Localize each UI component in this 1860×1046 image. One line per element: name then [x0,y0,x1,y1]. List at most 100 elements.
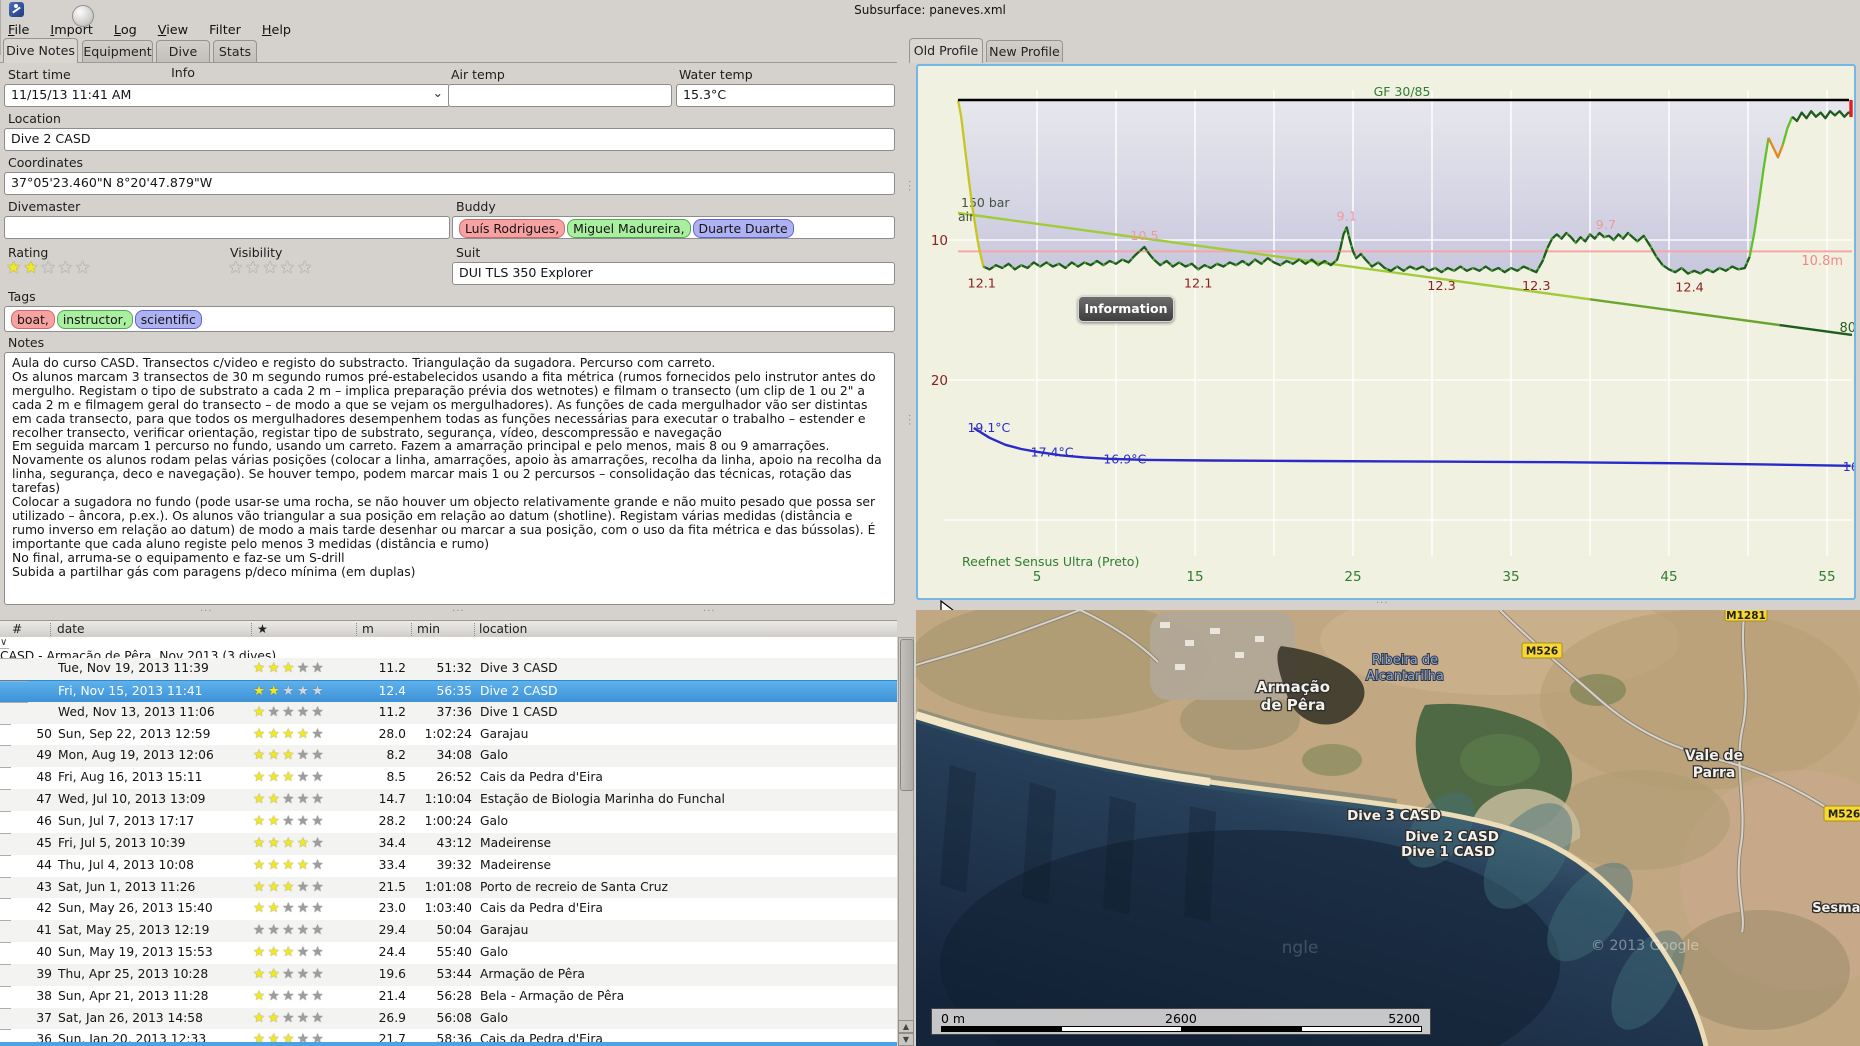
menu-import[interactable]: Import [50,23,93,38]
dive-rating-stars: ★★★★★ [253,725,327,742]
menu-help[interactable]: Help [261,23,292,38]
dive-rating-stars: ★★★★★ [253,965,327,982]
tab-stats[interactable]: Stats [213,40,257,62]
dive-depth: 26.9 [378,1010,406,1025]
column-header-number[interactable]: # [12,622,23,636]
dive-row[interactable]: Fri, Nov 15, 2013 11:41 ★★★★★ 12.4 56:35 Div… [0,679,897,703]
splitter-handle[interactable]: ··· [1376,598,1389,609]
dive-number: 38 [36,988,52,1003]
max-depth-label: 12.3 [1427,279,1456,294]
dive-row[interactable]: 47 Wed, Jul 10, 2013 13:09 ★★★★★ 14.7 1:10:0… [0,789,897,812]
column-header-depth[interactable]: m [362,622,374,636]
coordinates-field[interactable]: 37°05'23.460"N 8°20'47.879"W [4,172,895,195]
vertical-splitter-handle[interactable]: ··· [903,180,914,193]
dive-duration: 1:01:08 [424,879,472,894]
water-temp-field[interactable]: 15.3°C [676,84,895,107]
tab-dive-notes[interactable]: Dive Notes [3,38,78,63]
splitter-handle[interactable]: ··· [703,606,716,617]
depth-profile-line [1791,110,1853,123]
dive-row[interactable]: 37 Sat, Jan 26, 2013 14:58 ★★★★★ 26.9 56:08 G… [0,1007,897,1030]
divemaster-field[interactable] [4,216,450,239]
map-coastline-beach [916,711,1709,1046]
dive-depth: 34.4 [378,835,406,850]
dive-row[interactable]: Wed, Nov 13, 2013 11:06 ★★★★★ 11.2 37:36 Div… [0,701,897,724]
splitter-handle[interactable]: ··· [452,606,465,617]
dive-row[interactable]: Tue, Nov 19, 2013 11:39 ★★★★★ 11.2 51:32 Div… [0,658,897,680]
tree-line [0,942,11,944]
depth-profile-line [1781,116,1794,146]
chevron-down-icon: ⌄ [432,85,443,100]
dive-row[interactable]: 44 Thu, Jul 4, 2013 10:08 ★★★★★ 33.4 39:32 Ma… [0,854,897,877]
scroll-down-button[interactable]: ▼ [898,1033,914,1046]
time-axis-tick: 35 [1502,569,1519,585]
menu-view[interactable]: View [157,23,189,38]
start-time-label: Start time [8,67,71,82]
menu-filter[interactable]: Filter [209,23,241,38]
dive-number: 46 [36,813,52,828]
tab-new-profile[interactable]: New Profile [986,40,1063,62]
scroll-up-button[interactable]: ▲ [898,1020,914,1033]
dive-row[interactable]: 46 Sun, Jul 7, 2013 17:17 ★★★★★ 28.2 1:00:24… [0,810,897,833]
information-tooltip[interactable]: Information [1078,296,1174,322]
dive-location: Dive 1 CASD [480,704,558,719]
dive-row[interactable]: 42 Sun, May 26, 2013 15:40 ★★★★★ 23.0 1:03:4… [0,898,897,921]
dive-location-map[interactable]: M526 M1281 M526 Armação de Pêra Ribeira … [916,610,1860,1046]
time-axis-tick: 5 [1033,569,1042,585]
dive-row[interactable]: 39 Thu, Apr 25, 2013 10:28 ★★★★★ 19.6 53:44 A… [0,963,897,986]
dive-row[interactable]: 50 Sun, Sep 22, 2013 12:59 ★★★★★ 28.0 1:02:2… [0,723,897,746]
depth-profile-line [956,99,985,267]
time-axis-tick: 55 [1818,569,1835,585]
peak-depth-label: 10.5 [1130,229,1159,244]
dive-row[interactable]: 38 Sun, Apr 21, 2013 11:28 ★★★★★ 21.4 56:28 B… [0,985,897,1008]
tab-equipment[interactable]: Equipment [82,40,153,62]
window-menu-button[interactable] [72,5,94,27]
dive-row[interactable]: 41 Sat, May 25, 2013 12:19 ★★★★★ 29.4 50:04 G… [0,920,897,943]
dive-row[interactable]: 40 Sun, May 19, 2013 15:53 ★★★★★ 24.4 55:40 G… [0,942,897,965]
notes-textarea[interactable]: Aula do curso CASD. Transectos c/video e… [4,352,895,605]
tags-field[interactable]: boat, instructor, scientific [4,306,895,332]
gf-label: GF 30/85 [1374,84,1431,99]
dive-row[interactable]: 43 Sat, Jun 1, 2013 11:26 ★★★★★ 21.5 1:01:08… [0,876,897,899]
column-header-rating[interactable]: ★ [257,622,268,636]
rating-stars[interactable]: ★★★★★ [6,258,93,278]
dive-row[interactable]: 48 Fri, Aug 16, 2013 15:11 ★★★★★ 8.5 26:52 Ca… [0,767,897,790]
column-header-date[interactable]: date [57,622,85,636]
vertical-splitter-handle[interactable]: ··· [903,414,914,427]
dive-list-scrollbar[interactable] [898,637,914,1046]
menu-file[interactable]: File [8,23,30,38]
scrollbar-thumb[interactable] [900,639,914,791]
splitter-handle[interactable]: ··· [200,606,213,617]
dive-depth: 24.4 [378,945,406,960]
air-temp-field[interactable] [448,84,672,107]
map-satellite-image[interactable]: M526 M1281 M526 Armação de Pêra Ribeira … [916,610,1860,1046]
suit-field[interactable]: DUI TLS 350 Explorer [452,262,895,285]
temperature-line [973,426,1851,467]
dive-trip-group-row[interactable]: ∨ CASD - Armação de Pêra, Nov 2013 (3 div… [0,637,897,658]
buddy-field[interactable]: Luís Rodrigues, Miguel Madureira, Duarte D… [452,216,895,239]
tab-dive-info[interactable]: Dive Info [156,40,210,80]
expander-arrow-icon[interactable]: ∨ [0,637,8,648]
temperature-label: 17.4°C [1031,445,1074,460]
menu-log[interactable]: Log [113,23,137,38]
tab-old-profile[interactable]: Old Profile [909,38,983,63]
buddy-pill: Luís Rodrigues, [459,219,566,238]
tree-line [0,789,11,791]
svg-text:de Pêra: de Pêra [1261,696,1326,714]
svg-text:M1281: M1281 [1726,610,1766,622]
dive-number: 39 [36,966,52,981]
dive-location: Bela - Armação de Pêra [480,988,625,1003]
dive-date: Mon, Aug 19, 2013 12:06 [58,748,214,763]
column-header-location[interactable]: location [479,622,528,636]
dive-row[interactable]: 49 Mon, Aug 19, 2013 12:06 ★★★★★ 8.2 34:08 Ga… [0,745,897,768]
dive-duration: 37:36 [436,704,472,719]
dive-row-partially-visible[interactable] [0,1042,897,1046]
location-field[interactable]: Dive 2 CASD [4,128,895,151]
column-header-duration[interactable]: min [417,622,440,636]
start-time-combobox[interactable]: 11/15/13 11:41 AM ⌄ [4,84,450,107]
dive-location: Galo [480,1010,509,1025]
svg-text:Parra: Parra [1693,765,1736,781]
dive-row[interactable]: 45 Fri, Jul 5, 2013 10:39 ★★★★★ 34.4 43:12 Ma… [0,832,897,855]
map-road-badges: M526 M1281 M526 [1521,610,1860,822]
visibility-stars[interactable]: ★★★★★ [228,258,315,278]
menu-bar: File Import Log View Filter Help [8,19,312,38]
